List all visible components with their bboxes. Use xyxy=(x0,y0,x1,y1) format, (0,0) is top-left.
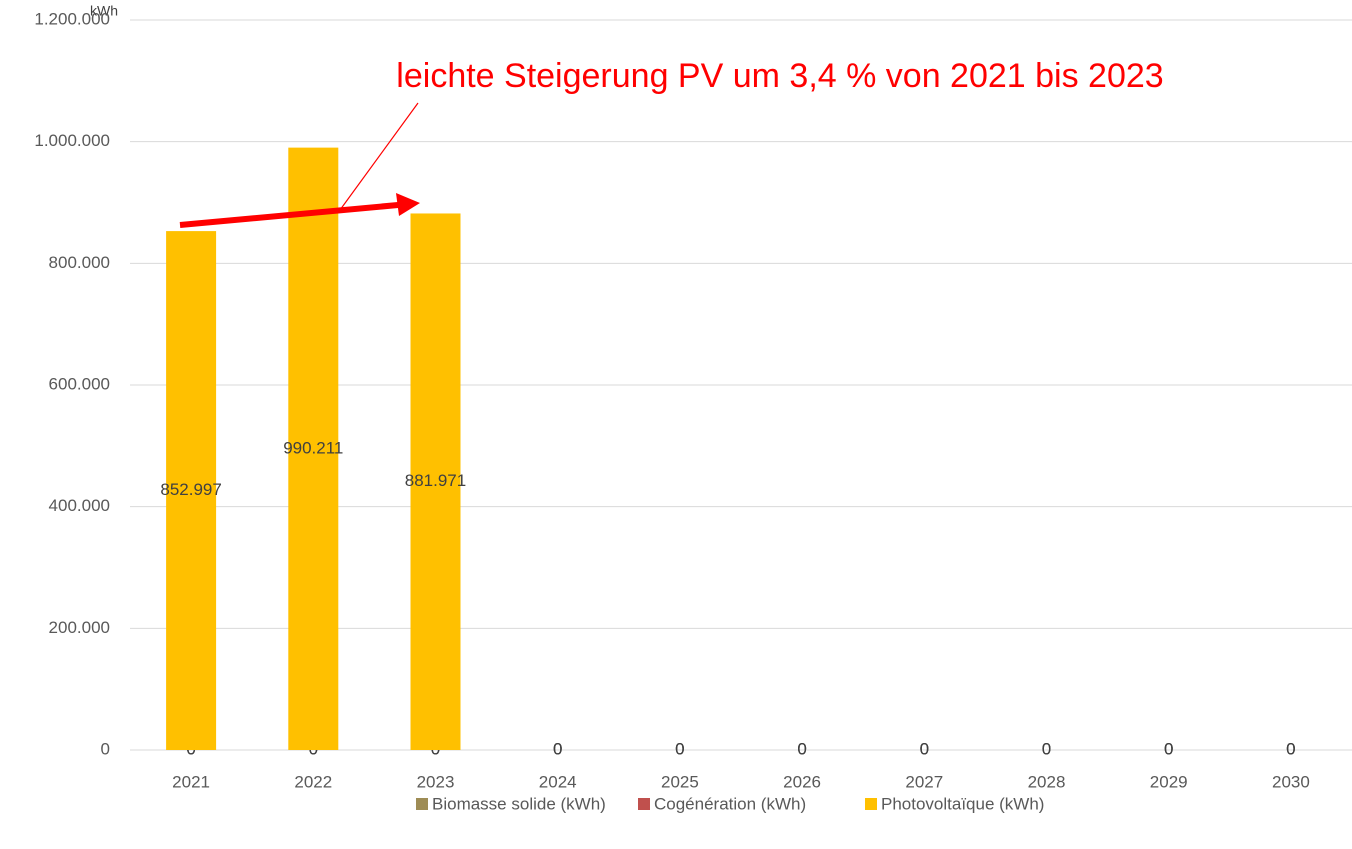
x-tick-label: 2028 xyxy=(1028,772,1066,791)
plot-area: 0 200.000 400.000 600.000 800.000 1.000.000 1.… xyxy=(34,9,1352,791)
data-label: 0 xyxy=(797,739,806,758)
bar-segment xyxy=(288,147,339,750)
data-label: 0 xyxy=(675,739,684,758)
x-tick-label: 2024 xyxy=(539,772,577,791)
x-tick-label: 2021 xyxy=(172,772,210,791)
legend-label: Biomasse solide (kWh) xyxy=(432,794,606,813)
annotation-pointer xyxy=(339,102,419,211)
data-label: 0 xyxy=(553,739,562,758)
trend-arrow xyxy=(179,202,399,228)
y-tick-label: 800.000 xyxy=(49,253,110,272)
trend-arrow-head xyxy=(396,193,420,216)
data-label: 0 xyxy=(920,739,929,758)
bar-segment xyxy=(166,231,217,750)
y-tick-label: 400.000 xyxy=(49,496,110,515)
x-tick-label: 2022 xyxy=(294,772,332,791)
data-label: 0 xyxy=(1164,739,1173,758)
y-tick-label: 0 xyxy=(101,739,110,758)
data-label: 0 xyxy=(920,739,929,758)
bar-segment xyxy=(410,213,461,750)
y-tick-label: 1.200.000 xyxy=(34,9,110,28)
x-tick-label: 2029 xyxy=(1150,772,1188,791)
y-tick-label: 200.000 xyxy=(49,618,110,637)
legend-swatch xyxy=(416,798,428,810)
data-label: 990.211 xyxy=(283,438,343,457)
data-label: 0 xyxy=(553,739,562,758)
data-label: 0 xyxy=(1042,739,1051,758)
data-label: 0 xyxy=(1286,739,1295,758)
x-tick-label: 2026 xyxy=(783,772,821,791)
x-tick-label: 2025 xyxy=(661,772,699,791)
y-tick-label: 1.000.000 xyxy=(34,131,110,150)
legend-label: Cogénération (kWh) xyxy=(654,794,806,813)
y-unit: kWh xyxy=(90,3,118,19)
data-label: 0 xyxy=(675,739,684,758)
legend-swatch xyxy=(865,798,877,810)
x-tick-label: 2030 xyxy=(1272,772,1310,791)
data-label: 0 xyxy=(1042,739,1051,758)
annotation: leichte Steigerung PV um 3,4 % von 2021 … xyxy=(396,57,1163,95)
legend-swatch xyxy=(638,798,650,810)
y-tick-label: 600.000 xyxy=(49,374,110,393)
data-label: 0 xyxy=(797,739,806,758)
x-tick-label: 2023 xyxy=(417,772,455,791)
data-label: 0 xyxy=(1286,739,1295,758)
data-label: 0 xyxy=(1164,739,1173,758)
legend: Biomasse solide (kWh) Cogénération (kWh) P… xyxy=(416,794,1044,813)
data-label: 881.971 xyxy=(405,471,466,490)
legend-label: Photovoltaïque (kWh) xyxy=(881,794,1044,813)
x-tick-label: 2027 xyxy=(905,772,943,791)
data-label: 852.997 xyxy=(160,480,221,499)
